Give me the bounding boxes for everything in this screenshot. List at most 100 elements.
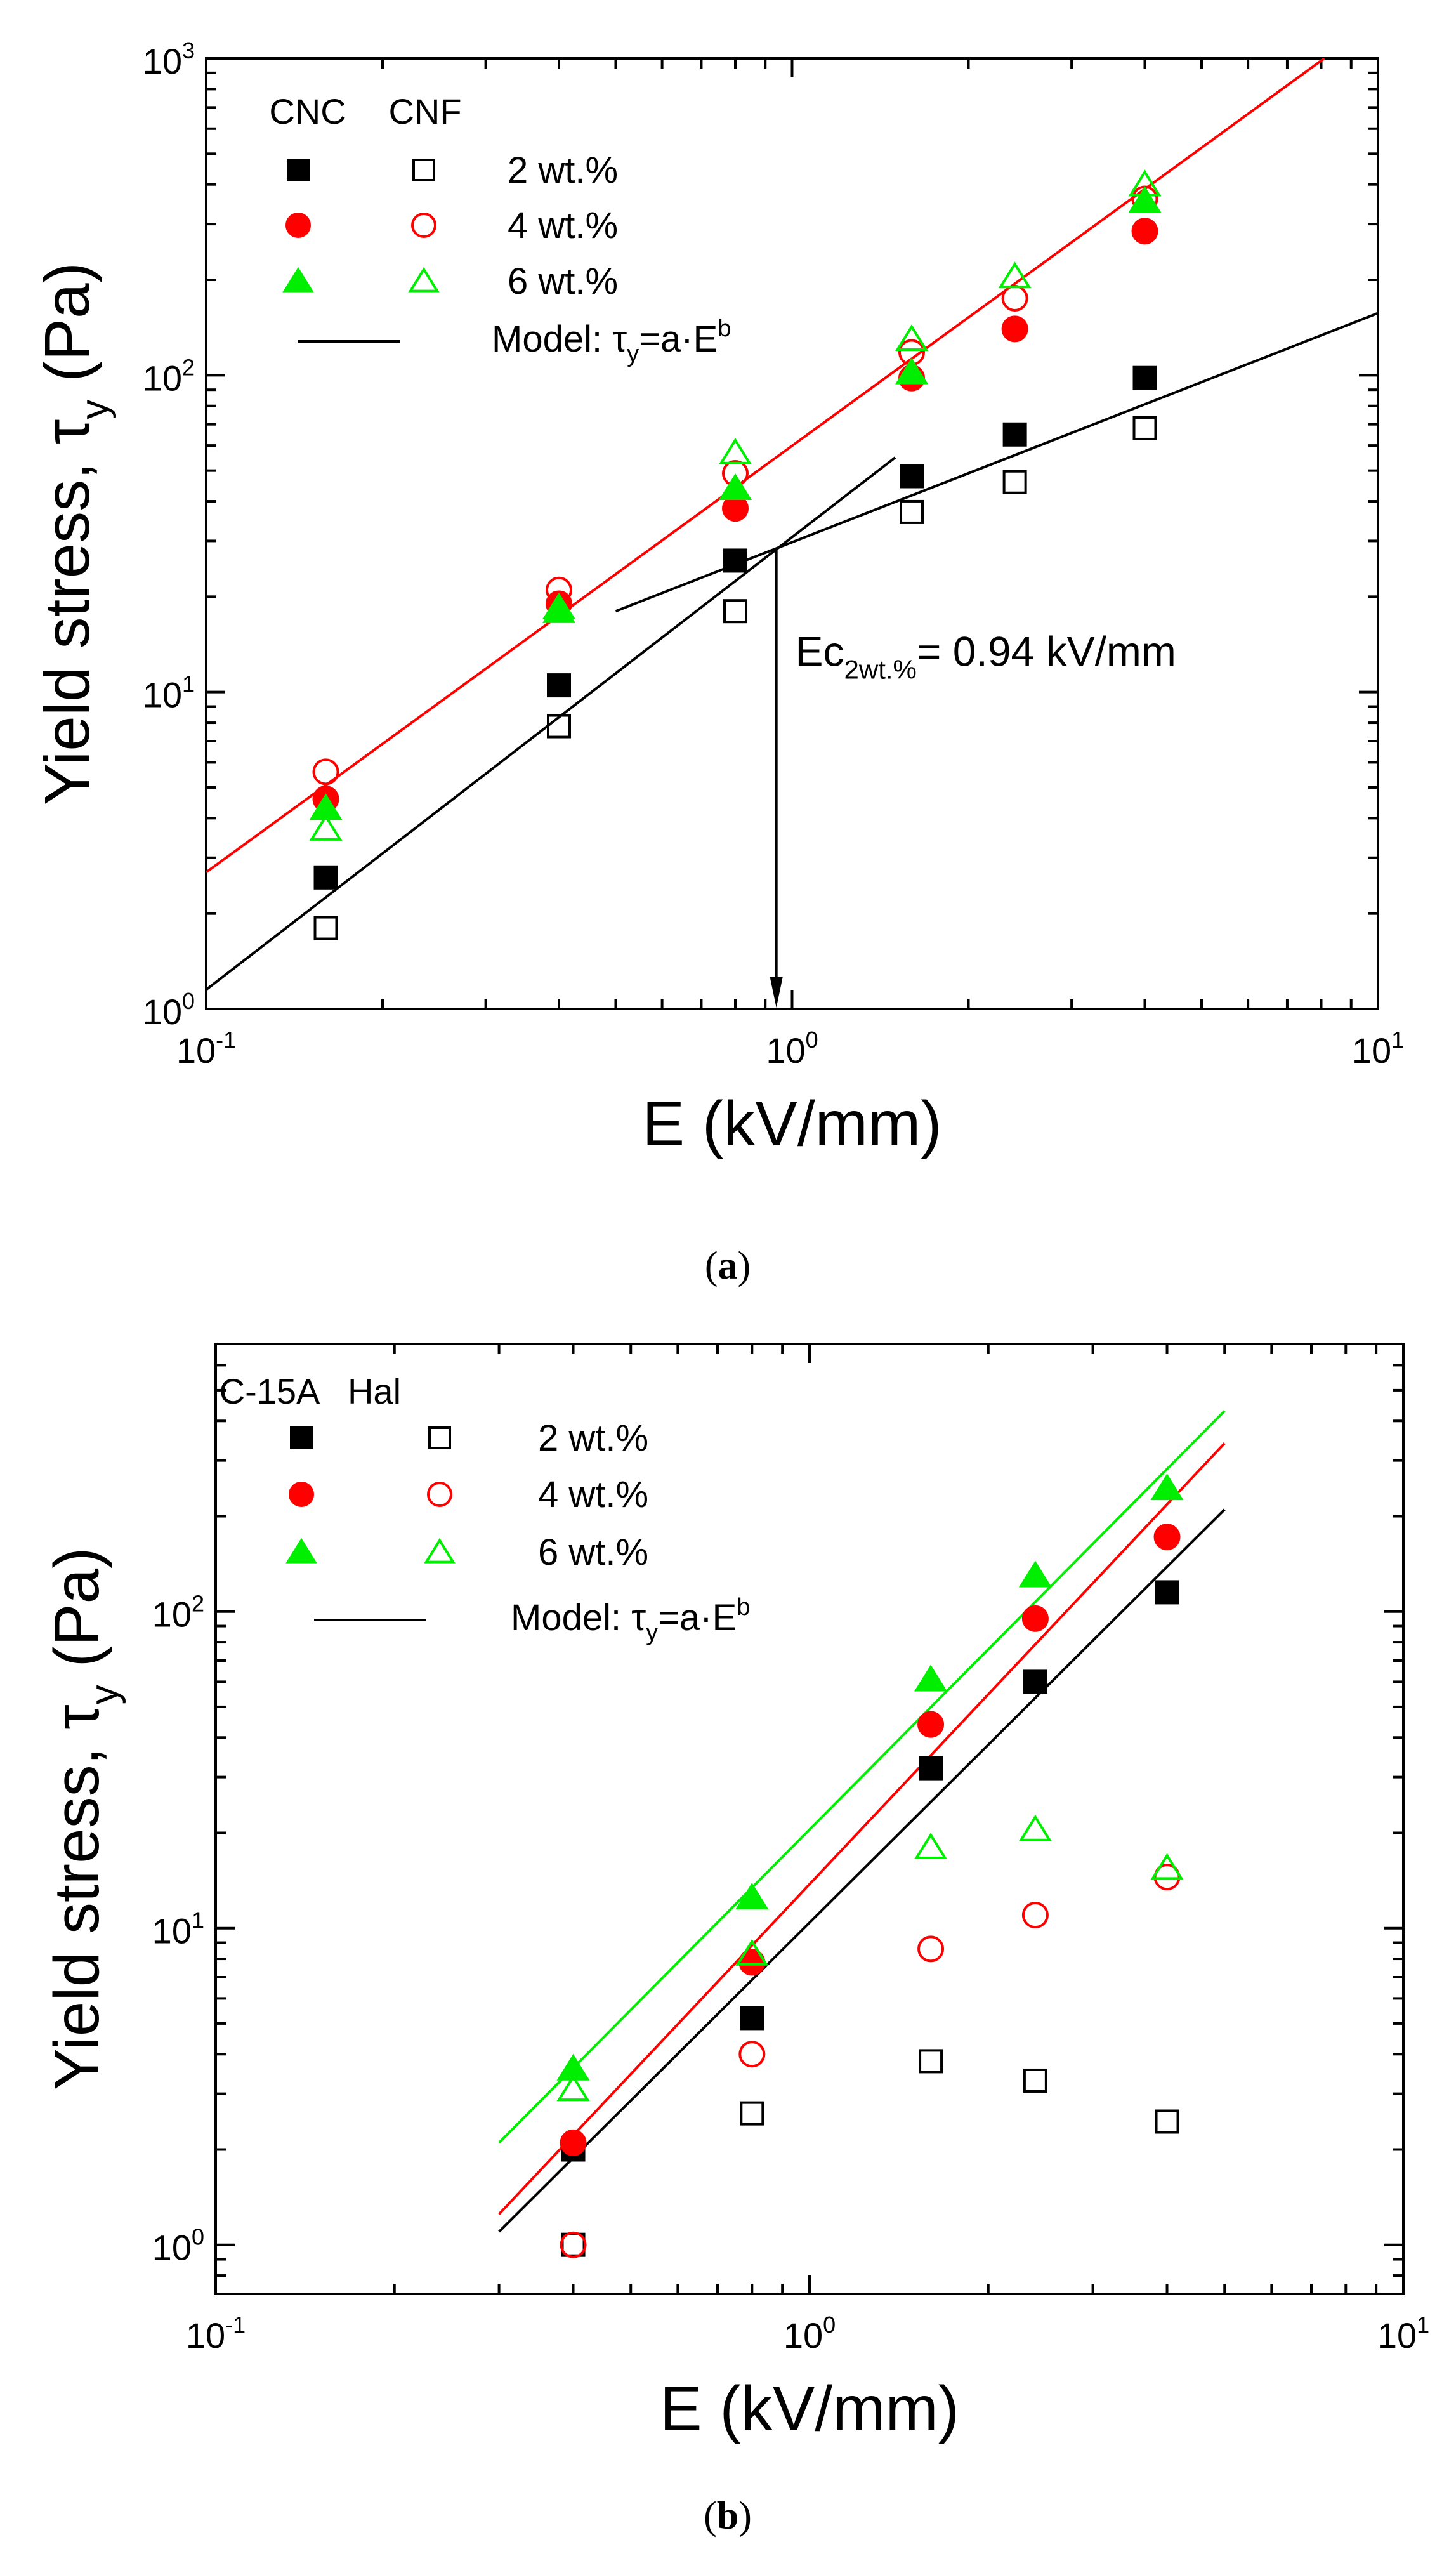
legend-model-label: Model: τy=a·Eb bbox=[511, 1594, 750, 1646]
data-point bbox=[1155, 1580, 1179, 1605]
y-tick-label: 100 bbox=[152, 2224, 204, 2268]
x-tick-label: 101 bbox=[1377, 2312, 1429, 2355]
y-axis-title: Yield stress, τy (Pa) bbox=[41, 1548, 126, 2091]
data-point bbox=[1128, 169, 1162, 197]
data-point bbox=[919, 1756, 943, 1781]
legend-label: 4 wt.% bbox=[508, 205, 618, 246]
arrow-head bbox=[770, 977, 783, 1008]
data-point bbox=[309, 813, 343, 841]
data-point bbox=[1001, 284, 1028, 312]
data-point bbox=[914, 1832, 948, 1859]
legend-group-header: Hal bbox=[348, 1371, 401, 1411]
y-tick-label: 103 bbox=[143, 37, 195, 81]
panel-caption: (a) bbox=[705, 1244, 751, 1287]
data-point bbox=[542, 596, 576, 623]
data-point bbox=[723, 599, 748, 624]
legend: CNC CNF 2 wt.% 4 wt.% 6 wt.% Model: τy=a·Eb bbox=[269, 91, 731, 367]
critical-field-label: Ec2wt.%= 0.94 kV/mm bbox=[796, 628, 1176, 685]
y-tick-label: 102 bbox=[152, 1591, 204, 1635]
data-point bbox=[895, 324, 929, 352]
data-point bbox=[1018, 1814, 1052, 1841]
legend-marker-open bbox=[412, 159, 435, 181]
data-point bbox=[1002, 470, 1027, 494]
data-point bbox=[1132, 416, 1157, 440]
data-point bbox=[735, 1939, 769, 1966]
legend-marker-open bbox=[427, 1482, 452, 1507]
data-point bbox=[556, 2074, 590, 2102]
chart-panel-b: 10-1 100 101 100 101 102 E (kV/mm) Yield stress… bbox=[41, 1343, 1429, 2538]
data-point bbox=[1155, 2109, 1179, 2134]
data-point bbox=[1001, 315, 1028, 343]
data-point bbox=[914, 1664, 948, 1692]
legend-marker-filled bbox=[290, 1426, 313, 1449]
data-point bbox=[919, 2049, 943, 2074]
x-tick-label: 10-1 bbox=[176, 1027, 236, 1070]
legend-label: 2 wt.% bbox=[508, 150, 618, 191]
y-tick-label: 101 bbox=[152, 1907, 204, 1951]
data-point bbox=[1131, 218, 1158, 245]
legend-label: 6 wt.% bbox=[538, 1532, 648, 1573]
data-point bbox=[740, 2101, 764, 2126]
data-point bbox=[917, 1711, 945, 1738]
x-tick-label: 10-1 bbox=[186, 2312, 246, 2355]
panel-caption: (b) bbox=[704, 2494, 752, 2538]
data-point bbox=[998, 261, 1032, 289]
data-point bbox=[738, 2041, 766, 2068]
plot-frame bbox=[205, 57, 1379, 1010]
data-point bbox=[1023, 1669, 1047, 1694]
data-point bbox=[1153, 1524, 1181, 1551]
legend-marker-filled bbox=[285, 213, 311, 238]
data-point bbox=[740, 2006, 764, 2031]
data-point bbox=[723, 548, 748, 573]
fit-lines bbox=[498, 1410, 1226, 2233]
x-tick-label: 101 bbox=[1352, 1027, 1404, 1070]
data-point bbox=[313, 865, 338, 890]
data-point bbox=[895, 357, 929, 385]
data-point bbox=[542, 592, 576, 619]
plot-frame bbox=[214, 1343, 1405, 2295]
data-point bbox=[718, 437, 752, 464]
fit-lines bbox=[206, 58, 1378, 991]
x-tick-label: 100 bbox=[766, 1027, 818, 1070]
legend-marker-open bbox=[428, 1426, 451, 1449]
legend-group-header: C-15A bbox=[220, 1371, 320, 1411]
legend-group-header: CNC bbox=[269, 91, 346, 131]
x-axis-title: E (kV/mm) bbox=[642, 1088, 941, 1159]
legend-marker-open bbox=[411, 213, 436, 238]
legend-marker-open bbox=[424, 1537, 456, 1564]
data-point bbox=[1150, 1853, 1184, 1880]
data-point bbox=[718, 473, 752, 500]
legend-group-header: CNF bbox=[388, 91, 461, 131]
data-point bbox=[547, 714, 572, 739]
data-point bbox=[1021, 1605, 1049, 1632]
legend-marker-filled bbox=[285, 1537, 317, 1564]
model-fit-line bbox=[206, 58, 1325, 874]
model-fit-line bbox=[206, 456, 896, 991]
data-point bbox=[900, 464, 924, 489]
legend-label: 4 wt.% bbox=[538, 1474, 648, 1515]
model-fit-line bbox=[498, 1508, 1226, 2233]
legend-marker-open bbox=[408, 267, 440, 293]
legend-marker-filled bbox=[289, 1482, 314, 1507]
data-point bbox=[1132, 365, 1157, 390]
data-point bbox=[561, 2232, 586, 2257]
x-axis-title: E (kV/mm) bbox=[660, 2373, 959, 2444]
data-point bbox=[1023, 2068, 1047, 2093]
model-fit-line bbox=[498, 1410, 1226, 2144]
legend-model-label: Model: τy=a·Eb bbox=[492, 315, 731, 367]
data-point bbox=[735, 1883, 769, 1909]
data-point bbox=[313, 916, 338, 940]
legend-label: 6 wt.% bbox=[508, 261, 618, 302]
data-point bbox=[560, 2129, 587, 2156]
data-point bbox=[547, 673, 572, 698]
legend: C-15A Hal 2 wt.% 4 wt.% 6 wt.% Model: τy=a·Eb bbox=[220, 1371, 751, 1646]
data-point bbox=[560, 2231, 587, 2258]
axis-ticks bbox=[205, 57, 1379, 1010]
data-points bbox=[309, 169, 1162, 940]
data-point bbox=[1128, 186, 1162, 213]
legend-marker-filled bbox=[282, 267, 314, 293]
model-fit-line bbox=[498, 1442, 1226, 2215]
data-point bbox=[312, 758, 339, 786]
